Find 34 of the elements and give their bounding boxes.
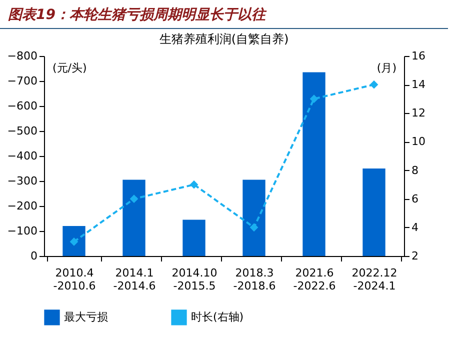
point [370, 80, 378, 89]
y-tick-label: −300 [7, 174, 38, 188]
point [190, 180, 198, 189]
y-tick-label: 0 [30, 250, 38, 262]
y2-tick-label: 14 [412, 78, 426, 92]
y-axis-title: (元/头) [52, 62, 87, 74]
y2-tick-label: 10 [412, 135, 426, 148]
y2-tick-label: 6 [412, 192, 418, 206]
chart-subtitle: 生猪养殖利润(自繁自养) [159, 32, 289, 46]
chart-title: 图表19：本轮生猪亏损周期明显长于以往 [0, 0, 448, 29]
y-tick-label: −500 [7, 124, 38, 138]
x-tick-label: 2018.3 -2018.6 [233, 266, 276, 292]
x-tick-label: 2010.4 -2010.6 [53, 266, 96, 292]
y2-tick-label: 4 [412, 220, 418, 234]
legend-label: 最大亏损 [64, 310, 108, 324]
y2-tick-label: 16 [412, 50, 426, 62]
x-tick-label: 2021.6 -2022.6 [293, 266, 336, 292]
y-tick-label: −400 [7, 150, 38, 162]
x-tick-label: 2014.1 -2014.6 [113, 266, 156, 292]
point [310, 94, 318, 104]
y-tick-label: −700 [7, 74, 38, 88]
y-tick-label: −200 [7, 200, 38, 212]
y-tick-label: −800 [7, 50, 38, 62]
x-tick-label: 2022.12 -2024.1 [352, 266, 398, 292]
point [130, 194, 138, 204]
point [250, 223, 258, 232]
y2-axis-title: (月) [376, 62, 396, 74]
legend-label: 时长(右轴) [191, 310, 244, 324]
y-tick-label: −100 [7, 224, 38, 238]
y2-tick-label: 12 [412, 106, 426, 120]
x-tick-label: 2014.10 -2015.5 [172, 266, 218, 292]
y2-tick-label: 2 [412, 250, 418, 262]
y2-tick-label: 8 [412, 164, 418, 177]
y-tick-label: −600 [7, 100, 38, 112]
